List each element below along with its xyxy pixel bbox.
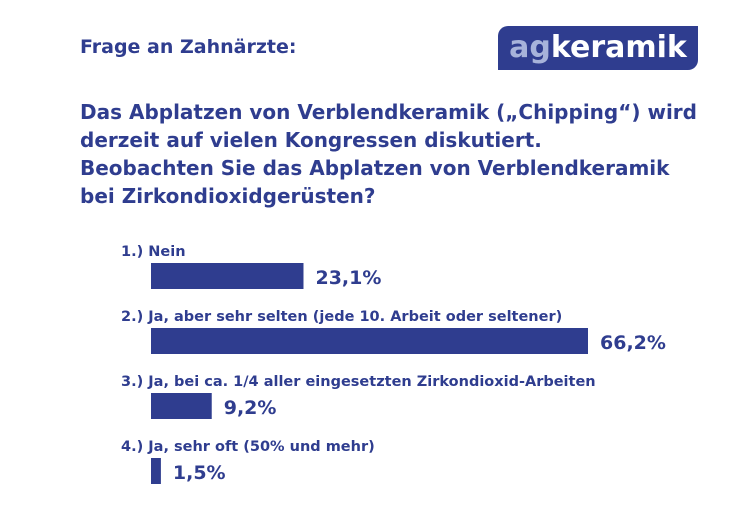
question-text: Das Abplatzen von Verblendkeramik („Chip… xyxy=(80,98,697,210)
survey-kicker: Frage an Zahnärzte: xyxy=(80,36,297,58)
category-label: 3.) Ja, bei ca. 1/4 aller eingesetzten Z… xyxy=(121,374,596,390)
value-label: 1,5% xyxy=(173,462,226,484)
question-line: Das Abplatzen von Verblendkeramik („Chip… xyxy=(80,100,697,124)
question-line: derzeit auf vielen Kongressen diskutiert… xyxy=(80,128,542,152)
value-label: 9,2% xyxy=(224,397,277,419)
logo-brand-text: keramik xyxy=(550,30,687,65)
value-label: 23,1% xyxy=(315,267,381,289)
bar xyxy=(151,393,212,419)
question-line: bei Zirkondioxidgerüsten? xyxy=(80,184,376,208)
agkeramik-logo: ag keramik xyxy=(498,26,698,70)
value-label: 66,2% xyxy=(600,332,666,354)
bar xyxy=(151,458,161,484)
category-label: 2.) Ja, aber sehr selten (jede 10. Arbei… xyxy=(121,309,562,325)
logo-ag-text: ag xyxy=(509,30,551,65)
category-label: 4.) Ja, sehr oft (50% und mehr) xyxy=(121,439,375,455)
question-line: Beobachten Sie das Abplatzen von Verblen… xyxy=(80,156,670,180)
bar xyxy=(151,328,588,354)
category-label: 1.) Nein xyxy=(121,244,186,260)
bar xyxy=(151,263,304,289)
